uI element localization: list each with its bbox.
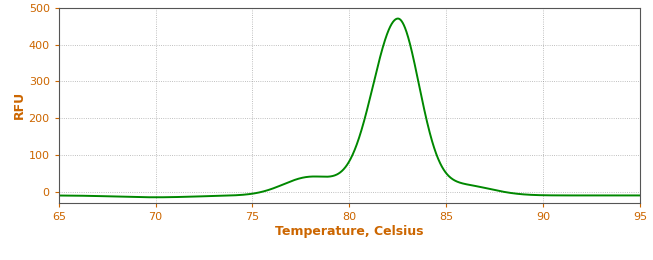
- Y-axis label: RFU: RFU: [13, 91, 26, 119]
- X-axis label: Temperature, Celsius: Temperature, Celsius: [275, 225, 424, 238]
